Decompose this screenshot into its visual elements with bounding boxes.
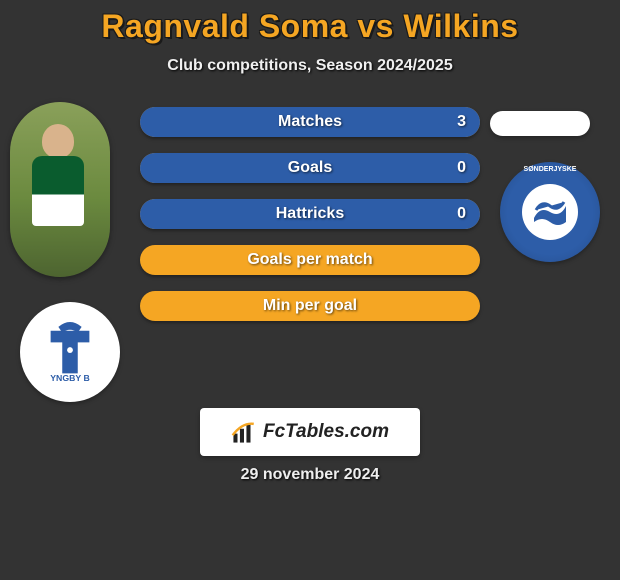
- club-right-badge: SØNDERJYSKE: [500, 162, 600, 262]
- page-title: Ragnvald Soma vs Wilkins: [0, 0, 620, 45]
- bar-chart-icon: [231, 419, 257, 445]
- stat-label: Goals per match: [140, 245, 480, 275]
- stat-row-mpg: Min per goal: [140, 291, 480, 321]
- stat-bars: Matches 3 Goals 0 Hattricks 0 Goals per …: [140, 107, 480, 337]
- stat-row-matches: Matches 3: [140, 107, 480, 137]
- footer-brand-text: FcTables.com: [263, 421, 389, 443]
- footer-brand[interactable]: FcTables.com: [200, 408, 420, 456]
- club-left-label: YNGBY B: [50, 373, 90, 383]
- page-subtitle: Club competitions, Season 2024/2025: [0, 57, 620, 75]
- stat-row-gpm: Goals per match: [140, 245, 480, 275]
- stat-label: Min per goal: [140, 291, 480, 321]
- stat-row-goals: Goals 0: [140, 153, 480, 183]
- player-right-photo: [490, 111, 590, 136]
- club-right-ring-text: SØNDERJYSKE: [500, 162, 600, 262]
- stat-row-hattricks: Hattricks 0: [140, 199, 480, 229]
- stat-label: Matches: [140, 107, 480, 137]
- footer-date: 29 november 2024: [0, 466, 620, 484]
- stat-label: Goals: [140, 153, 480, 183]
- stat-right-value: 3: [457, 107, 466, 137]
- player-left-photo: [10, 102, 110, 277]
- stat-right-value: 0: [457, 199, 466, 229]
- stat-right-value: 0: [457, 153, 466, 183]
- club-left-badge: YNGBY B: [20, 302, 120, 402]
- viking-icon: YNGBY B: [39, 321, 101, 383]
- stat-label: Hattricks: [140, 199, 480, 229]
